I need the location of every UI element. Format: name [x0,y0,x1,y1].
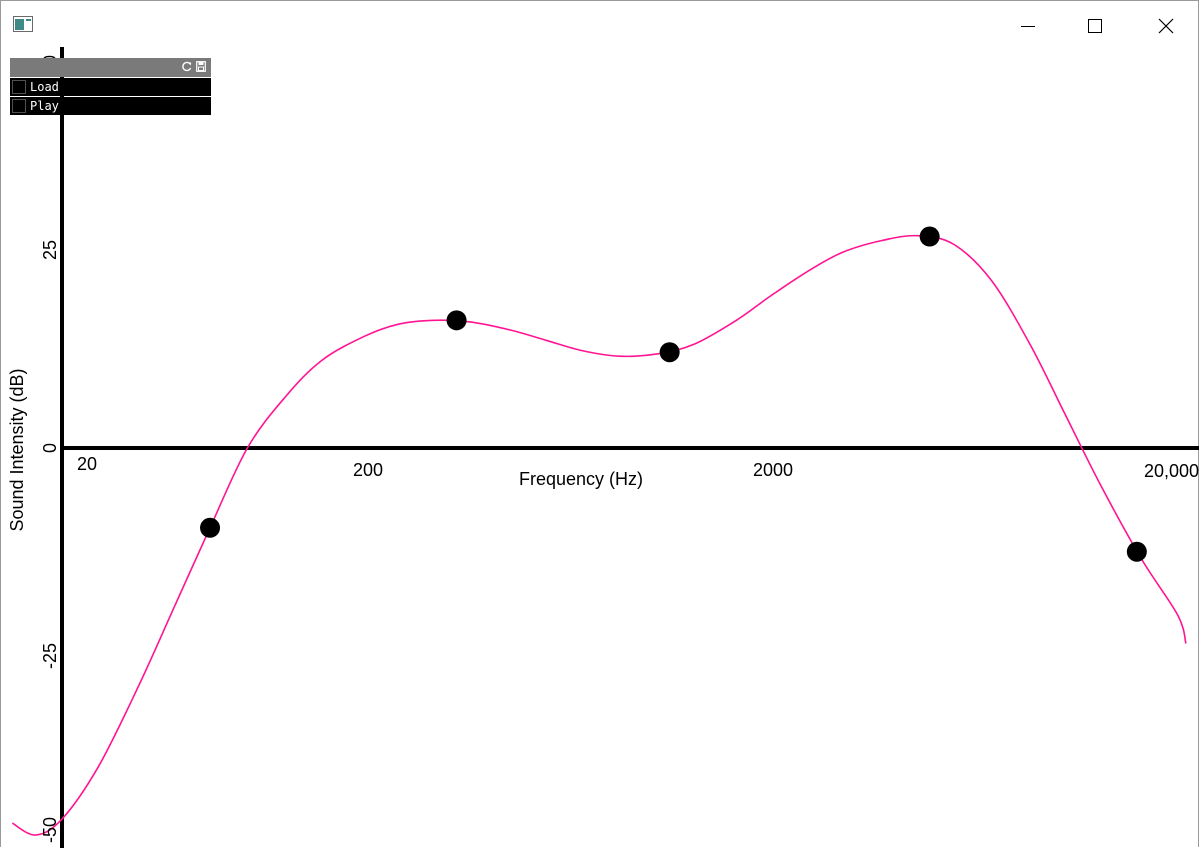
y-tick-label: -25 [40,643,60,669]
x-tick-label: 200 [353,460,383,480]
x-tick-label: 20,000 [1144,461,1199,481]
control-panel: Load Play [10,58,211,115]
maximize-icon [1088,19,1102,33]
x-axis-title: Frequency (Hz) [519,469,643,489]
x-tick-label: 20 [77,454,97,474]
control-point[interactable] [1126,541,1147,562]
minimize-icon [1021,26,1035,27]
play-label: Play [30,99,59,113]
close-button[interactable] [1136,8,1196,44]
control-point[interactable] [659,342,680,363]
control-point[interactable] [919,226,940,247]
control-point[interactable] [200,517,221,538]
maximize-button[interactable] [1065,8,1125,44]
control-panel-header[interactable] [10,58,211,77]
response-curve [11,234,1187,836]
y-axis-title: Sound Intensity (dB) [7,368,27,531]
y-tick-label: -50 [40,817,60,843]
minimize-button[interactable] [998,8,1058,44]
y-tick-label: 0 [40,443,60,453]
y-tick-label: 25 [40,240,60,260]
refresh-icon[interactable] [182,61,192,72]
load-label: Load [30,80,59,94]
window-app-icon [13,16,33,32]
load-toggle[interactable]: Load [10,78,211,96]
play-checkbox[interactable] [12,99,26,113]
save-icon[interactable] [196,61,206,72]
close-icon [1158,18,1174,34]
load-checkbox[interactable] [12,80,26,94]
play-toggle[interactable]: Play [10,97,211,115]
x-tick-label: 2000 [753,460,793,480]
control-point[interactable] [446,310,467,331]
title-bar[interactable] [0,0,1199,50]
